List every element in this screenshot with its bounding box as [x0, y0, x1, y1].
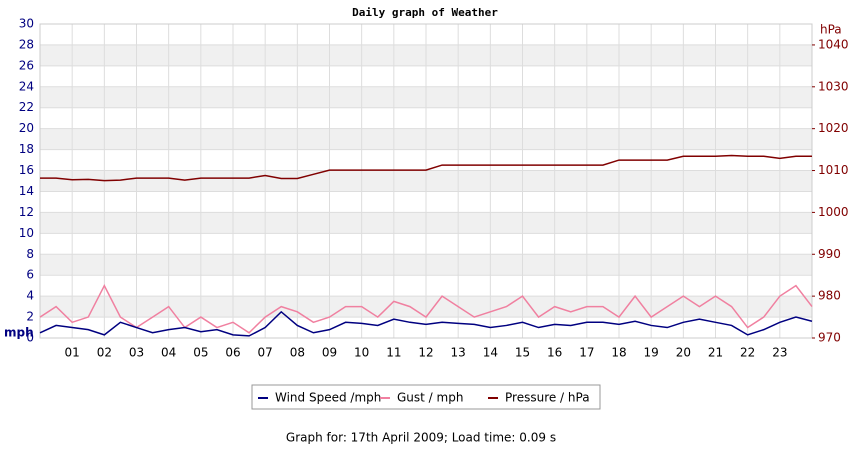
series-line: [40, 154, 812, 182]
x-tick-label: 07: [258, 346, 273, 360]
x-tick-label: 02: [97, 346, 112, 360]
x-tick-label: 01: [65, 346, 80, 360]
legend-label: Pressure / hPa: [505, 391, 590, 405]
x-tick-label: 22: [740, 346, 755, 360]
y-tick-label: 14: [19, 184, 34, 198]
y-tick-label: 20: [19, 121, 34, 135]
x-tick-label: 05: [193, 346, 208, 360]
y-tick-label: 10: [19, 226, 34, 240]
y2-tick-label: 1040: [818, 37, 849, 51]
legend: [251, 384, 601, 410]
y2-tick-label: 1010: [818, 163, 849, 177]
x-tick-label: 19: [644, 346, 659, 360]
y-tick-label: 6: [26, 268, 34, 282]
y-tick-label: 30: [19, 17, 34, 31]
plot-frame: [39, 23, 813, 339]
y-tick-label: 26: [19, 58, 34, 72]
y-tick-label: 4: [26, 289, 34, 303]
y-tick-label: 16: [19, 163, 34, 177]
y2-tick-label: 1020: [818, 121, 849, 135]
y-tick-label: 8: [26, 247, 34, 261]
x-tick-label: 16: [547, 346, 562, 360]
x-tick-label: 09: [322, 346, 337, 360]
x-tick-label: 23: [772, 346, 787, 360]
y-tick-label: 18: [19, 142, 34, 156]
x-tick-label: 13: [451, 346, 466, 360]
y-axis-title: mph: [4, 326, 34, 340]
chart-title: Daily graph of Weather: [352, 6, 498, 19]
x-tick-label: 11: [386, 346, 401, 360]
x-tick-label: 12: [418, 346, 433, 360]
x-tick-label: 17: [579, 346, 594, 360]
x-tick-label: 03: [129, 346, 144, 360]
x-tick-label: 06: [225, 346, 240, 360]
y-tick-label: 24: [19, 79, 34, 93]
y-tick-label: 0: [26, 331, 34, 345]
y2-tick-label: 1000: [818, 205, 849, 219]
series-line: [39, 310, 813, 337]
x-tick-label: 21: [708, 346, 723, 360]
series-line: [39, 284, 813, 334]
x-tick-label: 10: [354, 346, 369, 360]
legend-label: Wind Speed /mph: [275, 391, 381, 405]
y2-tick-label: 980: [818, 289, 841, 303]
y2-tick-label: 970: [818, 331, 841, 345]
y-tick-label: 2: [26, 310, 34, 324]
y2-tick-label: 990: [818, 247, 841, 261]
y-tick-label: 22: [19, 100, 34, 114]
x-tick-label: 14: [483, 346, 498, 360]
x-tick-label: 04: [161, 346, 176, 360]
y-tick-label: 12: [19, 205, 34, 219]
x-tick-label: 18: [611, 346, 626, 360]
x-tick-label: 08: [290, 346, 305, 360]
x-tick-label: 15: [515, 346, 530, 360]
grid: [40, 23, 812, 339]
y2-tick-label: 1030: [818, 79, 849, 93]
legend-label: Gust / mph: [397, 391, 463, 405]
y-tick-label: 28: [19, 37, 34, 51]
y2-axis-title: hPa: [820, 23, 842, 37]
x-tick-label: 20: [676, 346, 691, 360]
footer: Graph for: 17th April 2009; Load time: 0…: [286, 431, 556, 445]
